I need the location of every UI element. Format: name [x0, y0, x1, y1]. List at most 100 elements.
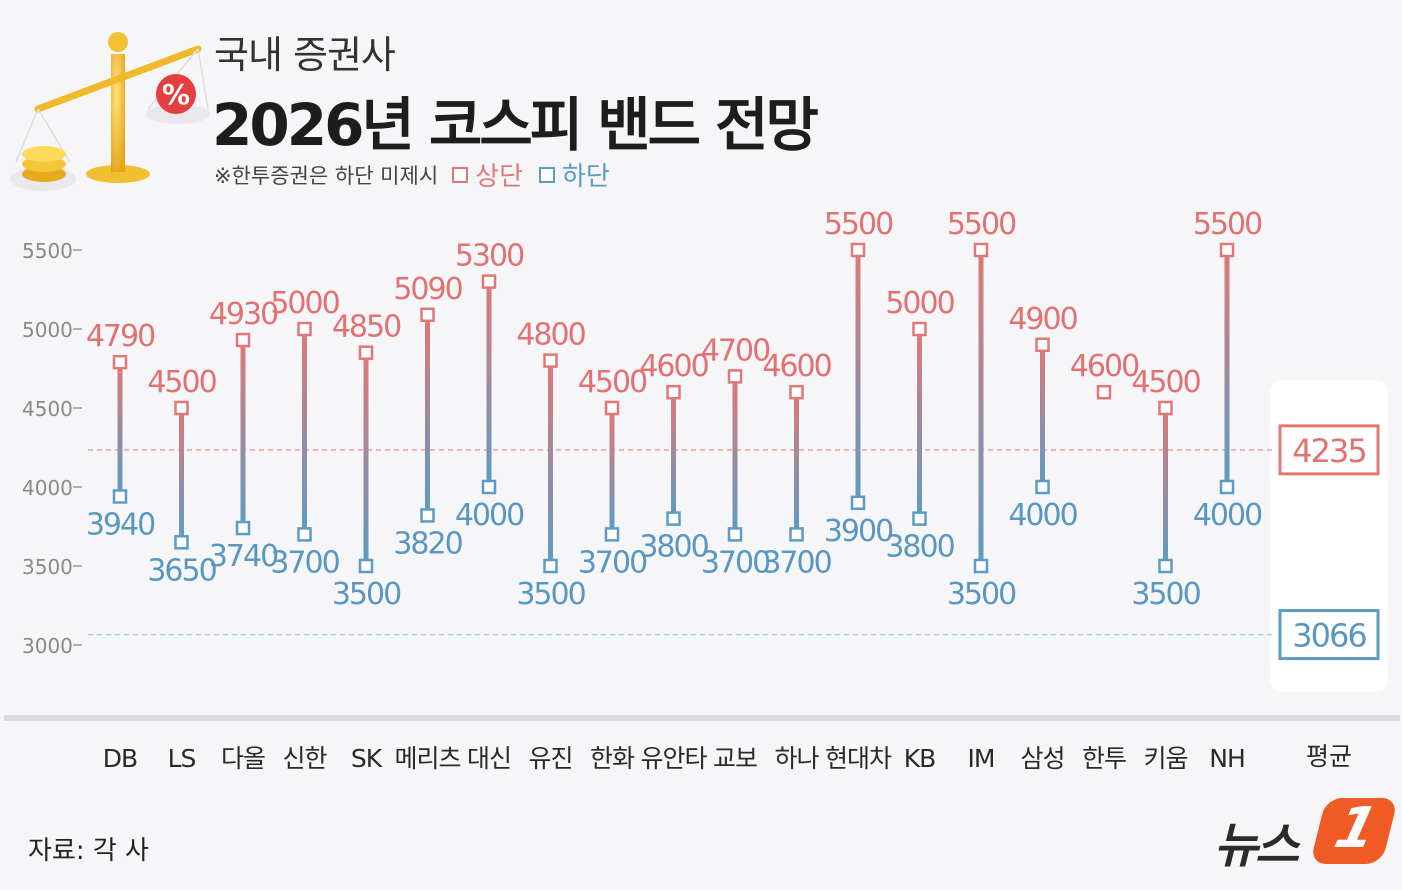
lower-value-label: 3700: [762, 545, 831, 580]
x-category-label: LS: [168, 744, 196, 773]
x-category-label: 현대차: [825, 744, 892, 773]
upper-marker: [1158, 400, 1173, 416]
lower-value-label: 3740: [209, 539, 278, 574]
average-upper-value: 4235: [1292, 432, 1365, 470]
lower-marker: [235, 520, 251, 536]
upper-marker: [1096, 384, 1112, 400]
lower-marker: [297, 527, 312, 542]
upper-value-label: 4500: [1131, 365, 1200, 400]
x-category-label: 한화: [590, 744, 635, 773]
range-bar: [363, 352, 369, 566]
lower-marker: [543, 558, 558, 574]
upper-value-label: 4600: [762, 349, 831, 384]
x-category-label: 유진: [528, 744, 572, 773]
lower-value-label: 3500: [516, 577, 585, 612]
upper-value-label: 4900: [1008, 302, 1077, 337]
upper-marker: [666, 384, 681, 400]
range-bar: [425, 314, 430, 516]
x-axis-baseline: [4, 715, 1400, 721]
x-category-label: 하나: [774, 744, 819, 773]
lower-value-label: 4000: [1193, 498, 1262, 533]
upper-value-label: 4700: [701, 333, 770, 368]
upper-value-label: 5000: [885, 286, 954, 321]
upper-marker: [1035, 337, 1050, 353]
lower-marker: [727, 527, 743, 542]
legend-upper-swatch: [452, 166, 469, 183]
upper-marker: [174, 400, 189, 416]
lower-marker: [789, 527, 804, 542]
y-tick-label: 5000: [22, 318, 73, 342]
lower-value-label: 3900: [824, 514, 893, 549]
lower-marker: [973, 558, 989, 574]
range-bar: [179, 408, 184, 543]
range-bar: [917, 329, 922, 519]
legend: ※한투증권은 하단 미제시 상단 하단: [214, 156, 622, 193]
x-category-label: 메리츠: [394, 744, 460, 773]
upper-marker: [420, 307, 435, 323]
range-bar: [978, 250, 984, 566]
x-category-label: KB: [904, 744, 936, 773]
average-lower-value: 3066: [1292, 617, 1366, 655]
lower-marker: [112, 489, 128, 504]
lower-value-label: 3650: [147, 553, 216, 588]
news1-logo: 뉴스 1: [1210, 796, 1399, 874]
lower-value-label: 4000: [1008, 498, 1077, 533]
balance-scale-icon: %: [10, 32, 210, 191]
x-category-label: 삼성: [1020, 744, 1064, 773]
range-bar: [732, 376, 738, 535]
lower-marker: [604, 527, 620, 542]
range-bar: [240, 340, 246, 529]
y-tick-label: 5500: [22, 239, 73, 263]
lower-marker: [912, 511, 927, 526]
lower-marker: [420, 508, 435, 523]
x-category-label: 한투: [1082, 744, 1126, 773]
range-bar: [486, 281, 492, 487]
x-category-label: SK: [351, 744, 383, 773]
svg-text:%: %: [162, 78, 190, 111]
average-category-label: 평균: [1306, 742, 1352, 771]
chart-subtitle: 국내 증권사: [214, 33, 396, 77]
range-bar: [302, 329, 307, 535]
upper-value-label: 4800: [516, 318, 585, 353]
upper-marker: [481, 274, 497, 289]
x-category-label: DB: [103, 744, 137, 773]
upper-value-label: 4600: [1070, 349, 1139, 384]
upper-marker: [112, 354, 128, 370]
upper-marker: [850, 242, 866, 258]
lower-value-label: 3500: [332, 577, 401, 612]
upper-marker: [1219, 242, 1235, 258]
lower-value-label: 3700: [270, 545, 339, 580]
lower-marker: [666, 511, 681, 526]
lower-marker: [850, 495, 866, 511]
upper-value-label: 5500: [1193, 207, 1262, 242]
x-category-label: 다올: [221, 744, 265, 773]
range-bar: [794, 392, 799, 535]
lower-value-label: 4000: [455, 498, 524, 533]
x-category-label: NH: [1209, 744, 1245, 773]
legend-note: ※한투증권은 하단 미제시: [214, 163, 439, 188]
average-upper-box: [1278, 424, 1380, 476]
percent-icon: %: [156, 74, 196, 114]
lower-value-label: 3700: [578, 545, 647, 580]
upper-value-label: 4500: [578, 365, 647, 400]
y-tick-label: 4000: [22, 476, 73, 500]
legend-lower-label: 하단: [562, 162, 610, 192]
range-bar: [855, 250, 861, 503]
upper-value-label: 5000: [270, 286, 339, 321]
upper-value-label: 4600: [639, 349, 708, 384]
x-category-label: 키움: [1143, 744, 1187, 773]
upper-marker: [297, 321, 312, 337]
upper-marker: [604, 400, 620, 416]
chart-title: 2026년 코스피 밴드 전망: [212, 91, 819, 159]
range-bar: [1163, 408, 1168, 566]
lower-marker: [1219, 479, 1235, 495]
upper-value-label: 4850: [332, 310, 401, 345]
source-note: 자료: 각 사: [28, 836, 149, 866]
range-bar: [671, 392, 676, 519]
average-lower-box: [1278, 609, 1380, 661]
lower-value-label: 3800: [639, 530, 708, 565]
upper-value-label: 5500: [947, 207, 1016, 242]
range-bar: [117, 362, 123, 497]
